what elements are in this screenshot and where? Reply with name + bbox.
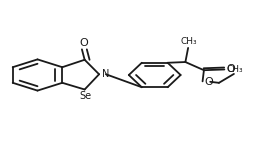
Text: CH₃: CH₃ <box>227 65 244 74</box>
Text: Se: Se <box>80 92 92 101</box>
Text: N: N <box>102 69 110 79</box>
Text: CH₃: CH₃ <box>180 37 197 46</box>
Text: O: O <box>79 38 88 48</box>
Text: O: O <box>204 77 213 87</box>
Text: O: O <box>227 64 236 74</box>
